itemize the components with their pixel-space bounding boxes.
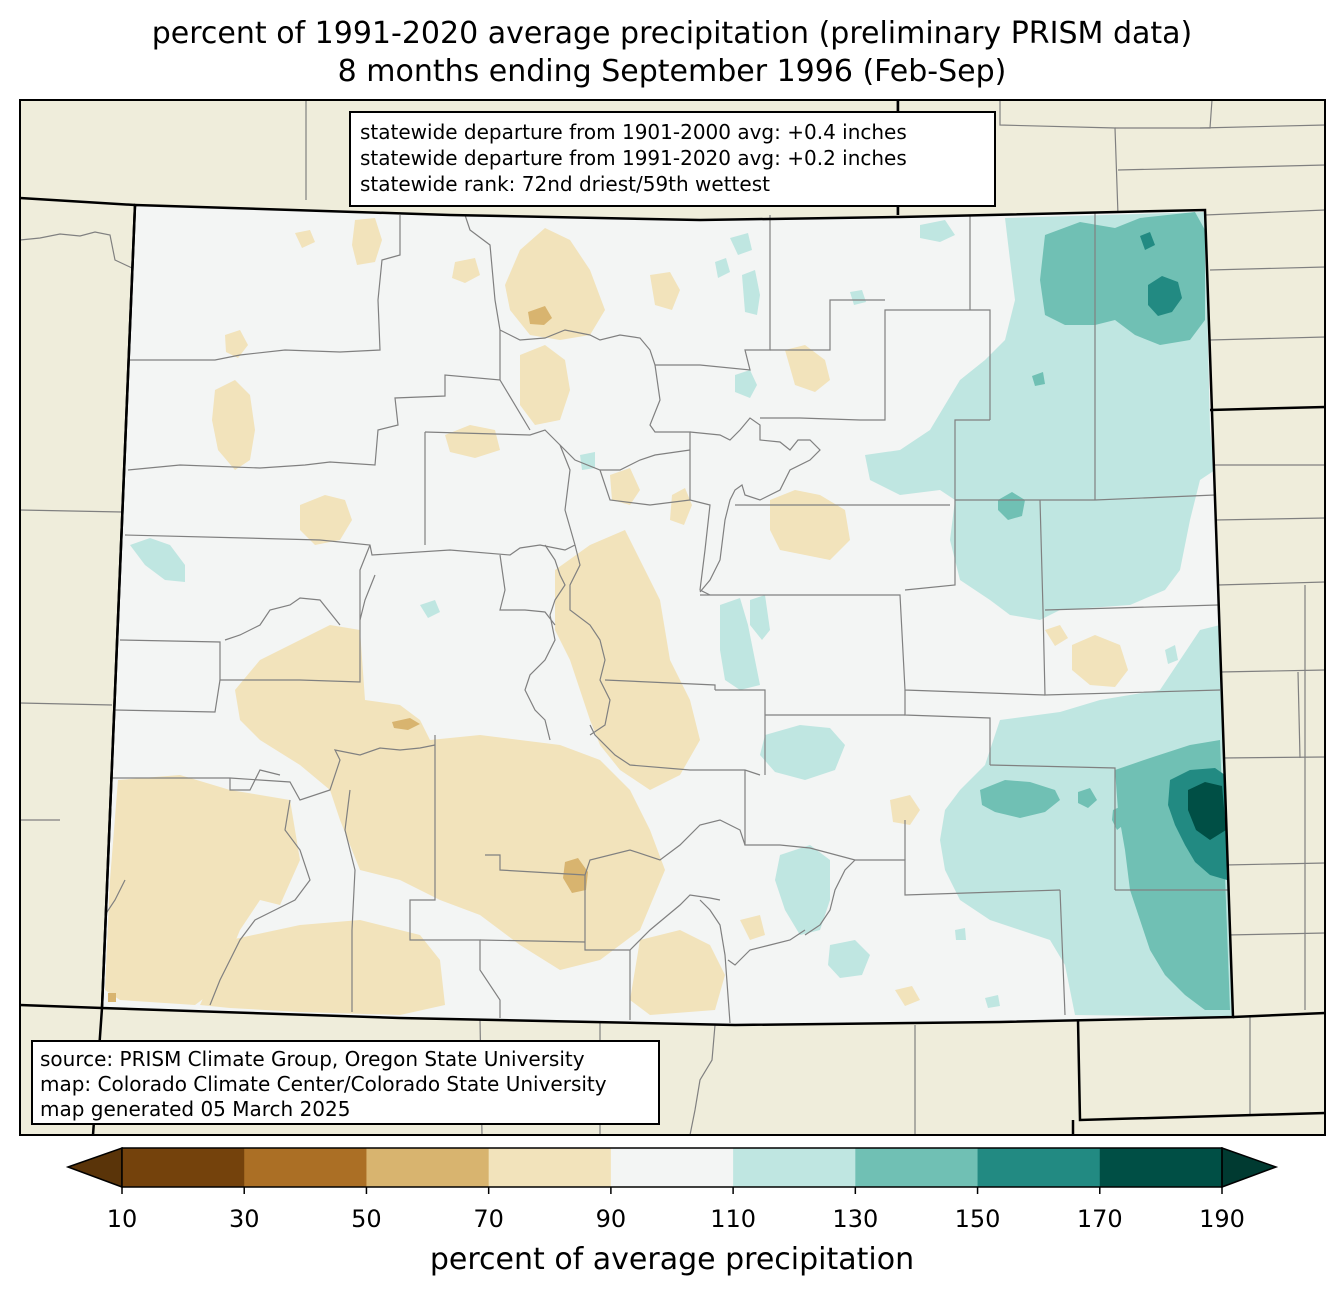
colorbar-segment <box>1099 1148 1223 1187</box>
colorbar-tick-marks <box>121 1187 1223 1194</box>
colorbar <box>65 1146 1279 1194</box>
source-line-map: map: Colorado Climate Center/Colorado St… <box>40 1072 607 1096</box>
statewide-stats-box: statewide departure from 1901-2000 avg: … <box>349 111 996 207</box>
map-title-line1: percent of 1991-2020 average precipitati… <box>151 16 1193 51</box>
colorbar-segment <box>122 1148 245 1187</box>
colorbar-segment <box>977 1148 1101 1187</box>
colorbar-tick-label: 90 <box>595 1205 627 1233</box>
wet-darkest-region <box>1188 782 1226 840</box>
colorbar-tick-label: 170 <box>1076 1205 1123 1233</box>
source-box: source: PRISM Climate Group, Oregon Stat… <box>31 1040 660 1125</box>
stats-line-1901-2000: statewide departure from 1901-2000 avg: … <box>360 120 907 144</box>
county-boundaries <box>104 212 1228 1024</box>
colorbar-outline <box>121 1147 1223 1188</box>
map-frame <box>19 99 1326 1136</box>
colorbar-label: percent of average precipitation <box>429 1242 915 1277</box>
colorbar-segment <box>610 1148 734 1187</box>
colorbar-tick-label: 30 <box>228 1205 260 1233</box>
state-borders <box>19 100 1326 1136</box>
colorbar-over-arrow <box>1221 1146 1279 1189</box>
colorbar-segment <box>244 1148 367 1187</box>
colorbar-tick-label: 50 <box>351 1205 382 1233</box>
colorbar-under-arrow <box>65 1146 123 1189</box>
dry-moderate-spots <box>108 306 588 1002</box>
colorbar-tick-label: 190 <box>1199 1205 1245 1233</box>
source-line-prism: source: PRISM Climate Group, Oregon Stat… <box>40 1047 585 1071</box>
source-line-generated: map generated 05 March 2025 <box>40 1097 351 1121</box>
dry-anomaly-regions <box>105 218 1128 1015</box>
colorbar-tick-label: 110 <box>710 1205 757 1233</box>
colorbar-segment <box>366 1148 490 1187</box>
neighbor-county-lines <box>19 99 1326 1136</box>
colorbar-segments <box>122 1148 1223 1187</box>
colorbar-tick-label: 70 <box>473 1205 504 1233</box>
colorbar-tick-label: 10 <box>106 1205 138 1233</box>
stats-line-rank: statewide rank: 72nd driest/59th wettest <box>360 172 770 196</box>
colorbar-tick-label: 150 <box>954 1205 1001 1233</box>
colorbar-segment <box>855 1148 979 1187</box>
colorbar-segment <box>488 1148 612 1187</box>
colorbar-tick-label: 130 <box>832 1205 879 1233</box>
map-title-line2: 8 months ending September 1996 (Feb-Sep) <box>337 54 1007 89</box>
colorbar-segment <box>733 1148 856 1187</box>
stats-line-1991-2020: statewide departure from 1991-2020 avg: … <box>360 146 907 170</box>
